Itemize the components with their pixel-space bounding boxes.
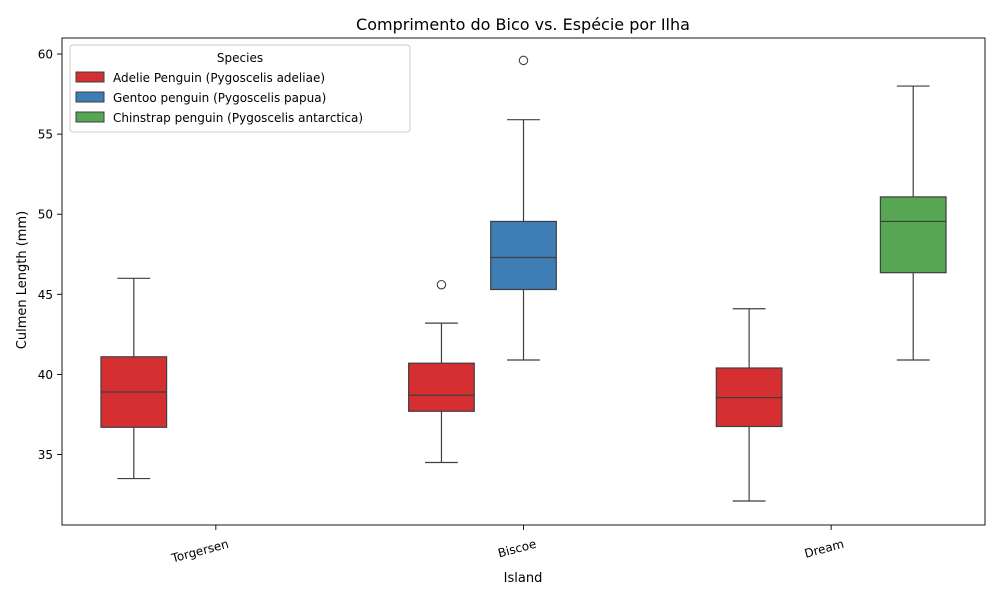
legend-label: Chinstrap penguin (Pygoscelis antarctica… [113,111,363,125]
y-tick-label: 60 [38,48,53,62]
legend-swatch [75,91,105,103]
legend-item: Gentoo penguin (Pygoscelis papua) [75,91,326,105]
legend-title: Species [217,51,263,65]
x-tick-label: Dream [803,537,846,561]
box-iqr [408,362,475,412]
y-tick-label: 45 [38,288,53,302]
box-dream-1 [715,308,783,502]
outlier-point [436,279,447,290]
legend-item: Adelie Penguin (Pygoscelis adeliae) [75,71,325,85]
y-tick-label: 50 [38,208,53,222]
legend-swatch [75,71,105,83]
box-iqr [490,220,557,291]
legend-label: Adelie Penguin (Pygoscelis adeliae) [113,71,325,85]
chart-title: Comprimento do Bico vs. Espécie por Ilha [356,15,690,34]
box-torgersen-1 [100,277,168,480]
legend-frame [69,44,411,133]
plot-frame [61,37,986,526]
y-axis-label: Culmen Length (mm) [15,211,30,349]
box-biscoe-2 [490,55,557,361]
box-biscoe-1 [408,279,475,464]
boxes-layer [100,55,947,502]
x-tick-label: Torgersen [169,537,230,566]
outlier-point [518,55,529,66]
legend: Species Adelie Penguin (Pygoscelis adelia… [69,44,411,133]
box-dream-3 [879,85,947,361]
y-tick-label: 40 [38,368,53,382]
legend-item: Chinstrap penguin (Pygoscelis antarctica… [75,111,363,125]
y-tick-label: 55 [38,128,53,142]
box-iqr [879,196,947,274]
x-tick-label: Biscoe [496,537,537,561]
legend-label: Gentoo penguin (Pygoscelis papua) [113,91,326,105]
legend-swatch [75,111,105,123]
y-tick-label: 35 [38,448,53,462]
x-axis-label: Island [504,571,543,586]
